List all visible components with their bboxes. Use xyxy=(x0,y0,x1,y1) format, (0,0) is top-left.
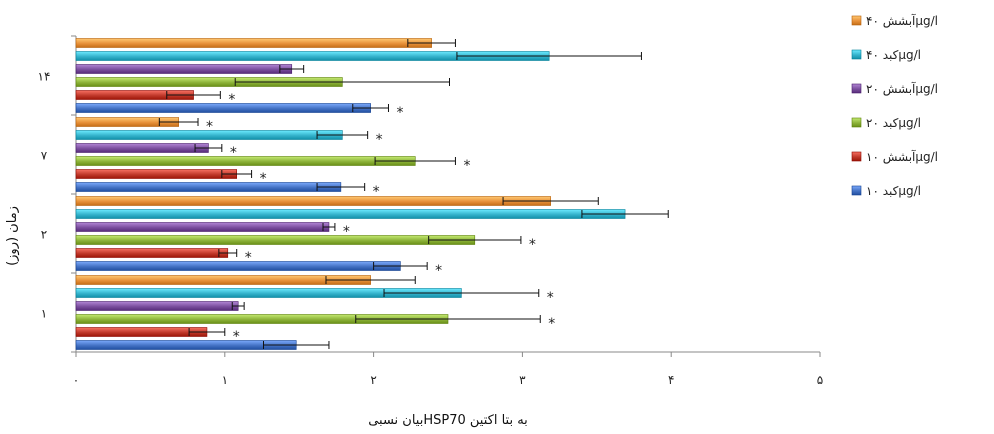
bar xyxy=(75,261,401,271)
legend-swatch xyxy=(851,151,862,162)
x-tick-label: ۱ xyxy=(222,373,228,387)
legend-label: آبشش ۱۰μg/l xyxy=(866,149,938,165)
significance-star: * xyxy=(233,329,240,345)
significance-star: * xyxy=(547,290,554,306)
bar xyxy=(75,196,551,206)
tick-labels: ۰ ۱ ۲ ۳ ۴ ۵ ۱ ۲ ۷ ۱۴ xyxy=(38,70,824,388)
legend-swatch xyxy=(851,15,862,26)
legend-swatch xyxy=(851,49,862,60)
significance-star: * xyxy=(376,132,383,148)
bar xyxy=(75,182,342,192)
x-tick-label: ۰ xyxy=(73,373,79,387)
significance-star: * xyxy=(529,237,536,253)
bar xyxy=(75,38,432,48)
x-tick-label: ۳ xyxy=(519,373,526,387)
legend-swatch xyxy=(851,185,862,196)
significance-star: * xyxy=(245,250,252,266)
legend-label: آبشش ۲۰μg/l xyxy=(866,81,938,97)
x-axis-title: بیان نسبیHSP70 به بتا اکتین xyxy=(368,413,528,428)
x-tick-label: ۴ xyxy=(668,373,674,387)
legend-swatch xyxy=(851,83,862,94)
bar xyxy=(75,235,476,245)
significance-star: * xyxy=(206,119,213,135)
legend: آبشش ۴۰μg/l کبد ۴۰μg/l آبشش ۲۰μg/l کبد ۲۰μg… xyxy=(851,13,938,198)
y-axis-title: زمان (روز) xyxy=(5,206,20,266)
significance-star: * xyxy=(548,316,555,332)
bar xyxy=(75,222,330,232)
bar xyxy=(75,64,293,74)
error-bars xyxy=(158,39,669,349)
significance-star: * xyxy=(343,224,350,240)
y-tick-label: ۲ xyxy=(41,228,47,242)
significance-star: * xyxy=(435,263,442,279)
bar xyxy=(75,103,371,113)
bar xyxy=(75,301,239,311)
significance-marks: * * * * * * * * * * * * * * * xyxy=(206,92,555,345)
legend-label: کبد ۲۰μg/l xyxy=(866,116,921,130)
significance-star: * xyxy=(463,158,470,174)
y-tick-label: ۷ xyxy=(41,149,48,163)
bar xyxy=(75,169,238,179)
y-tick-label: ۱۴ xyxy=(38,70,51,84)
legend-swatch xyxy=(851,117,862,128)
significance-star: * xyxy=(260,171,267,187)
significance-star: * xyxy=(396,105,403,121)
bar xyxy=(75,248,229,258)
axes xyxy=(71,35,821,357)
x-tick-label: ۵ xyxy=(817,373,823,387)
significance-star: * xyxy=(230,145,237,161)
bar xyxy=(75,143,209,153)
x-tick-label: ۲ xyxy=(370,373,376,387)
legend-label: کبد ۱۰μg/l xyxy=(866,184,921,198)
legend-label: آبشش ۴۰μg/l xyxy=(866,13,938,29)
significance-star: * xyxy=(373,184,380,200)
legend-label: کبد ۴۰μg/l xyxy=(866,48,921,62)
y-tick-label: ۱ xyxy=(41,307,47,321)
bar xyxy=(75,327,208,337)
bar xyxy=(75,209,626,219)
bar xyxy=(75,156,416,166)
bars xyxy=(75,38,626,350)
significance-star: * xyxy=(228,92,235,108)
